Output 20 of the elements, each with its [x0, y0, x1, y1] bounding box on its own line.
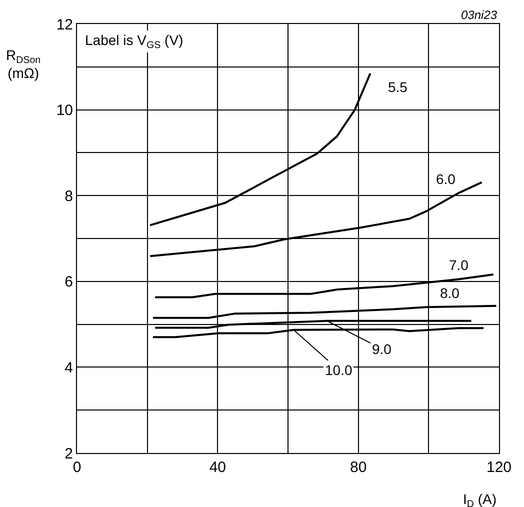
series-label: 5.5	[388, 79, 408, 95]
series-label: 7.0	[449, 257, 469, 273]
x-axis-title: I$_{D}$ (A)	[463, 491, 497, 507]
series-label: 8.0	[440, 285, 460, 301]
y-tick-label: 12	[56, 16, 73, 34]
y-tick-label: 8	[64, 188, 73, 205]
text: 10.0	[325, 362, 352, 378]
y-tick-label: 6	[64, 274, 73, 291]
x-tick-label: 120	[486, 459, 512, 476]
y-tick-label: 2	[64, 445, 73, 462]
series-label: 6.0	[436, 171, 456, 187]
x-tick-label: 40	[209, 459, 226, 476]
y-axis-title: R$_{DSon}$ (mΩ)	[6, 47, 41, 82]
x-tick-label: 80	[350, 459, 367, 476]
y-tick-label: 4	[64, 359, 73, 376]
x-tick-label: 0	[72, 459, 82, 476]
y-tick-label: 10	[56, 102, 73, 120]
text: 03ni23	[461, 8, 498, 22]
annotation: Label is V$_{GS}$ (V)	[85, 32, 184, 51]
series-label: 9.0	[372, 341, 392, 357]
